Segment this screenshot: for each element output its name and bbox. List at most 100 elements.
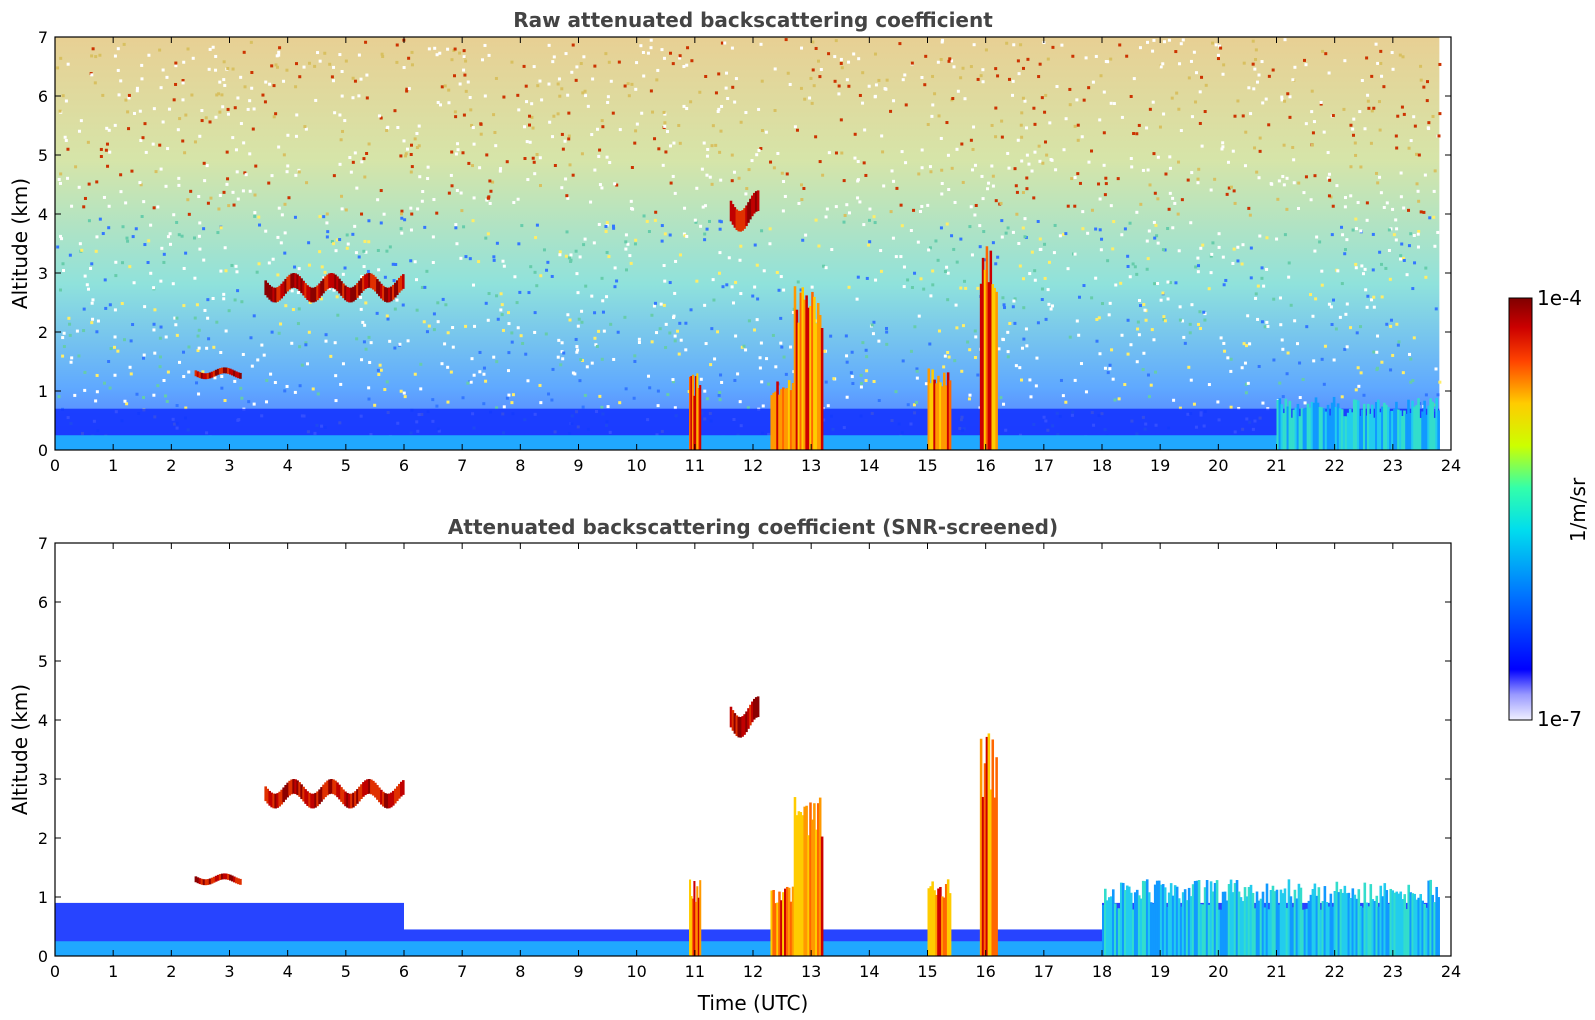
noise-speckle [1014, 184, 1018, 188]
noise-speckle [1013, 167, 1017, 171]
noise-speckle [116, 68, 120, 72]
noise-speckle [1025, 187, 1029, 191]
noise-speckle [613, 266, 617, 270]
noise-speckle [226, 112, 230, 116]
noise-speckle [522, 64, 526, 68]
cloud-layer-cell [296, 274, 299, 290]
noise-speckle [472, 373, 476, 377]
noise-speckle [634, 129, 638, 133]
noise-speckle [612, 357, 616, 361]
noise-speckle [718, 150, 722, 154]
noise-speckle [500, 303, 504, 307]
noise-speckle [556, 355, 560, 359]
noise-speckle [507, 393, 511, 397]
noise-speckle [582, 55, 586, 59]
noise-speckle [1363, 267, 1367, 271]
noise-speckle [399, 154, 403, 158]
boundary-layer-aerosol-cell [1367, 906, 1371, 956]
noise-speckle [222, 292, 226, 296]
noise-speckle [1095, 317, 1099, 321]
noise-speckle [498, 169, 502, 173]
noise-speckle [494, 76, 498, 80]
cloud-layer-cell [729, 200, 733, 222]
noise-speckle [431, 235, 435, 239]
noise-speckle [377, 268, 381, 272]
x-tick-label: 20 [1208, 962, 1228, 981]
noise-speckle [1379, 61, 1383, 65]
noise-speckle [1369, 141, 1373, 145]
noise-speckle [388, 339, 392, 343]
noise-speckle [232, 203, 236, 207]
noise-speckle [319, 297, 323, 301]
boundary-layer-aerosol-cell [1389, 888, 1393, 956]
boundary-layer-aerosol-cell [1211, 891, 1215, 956]
noise-speckle [1194, 100, 1198, 104]
noise-speckle [703, 303, 707, 307]
noise-speckle [1176, 212, 1180, 216]
cloud-layer-cell [402, 274, 405, 289]
noise-speckle [469, 108, 473, 112]
noise-speckle [1375, 171, 1379, 175]
noise-speckle [900, 150, 904, 154]
cloud-layer-cell [308, 286, 311, 302]
noise-speckle [1113, 398, 1117, 402]
noise-speckle [560, 186, 564, 190]
noise-speckle [1007, 77, 1011, 81]
noise-speckle [980, 174, 984, 178]
noise-speckle [795, 128, 799, 132]
noise-speckle [1402, 258, 1406, 262]
noise-speckle [927, 248, 931, 252]
noise-speckle [1314, 297, 1318, 301]
noise-speckle [1320, 357, 1324, 361]
cloud-layer-cell [378, 787, 381, 803]
noise-speckle [1352, 117, 1356, 121]
noise-speckle [79, 119, 83, 123]
noise-speckle [799, 288, 803, 292]
noise-speckle [590, 133, 594, 137]
noise-speckle [898, 42, 902, 46]
boundary-layer-aerosol-cell [1383, 402, 1386, 450]
boundary-layer-aerosol-cell [1429, 398, 1432, 450]
noise-speckle [87, 182, 91, 186]
noise-speckle [67, 316, 71, 320]
noise-speckle [184, 113, 188, 117]
convective-column-cell [931, 369, 934, 450]
noise-speckle [1109, 101, 1113, 105]
x-tick-label: 1 [108, 456, 118, 475]
boundary-layer-aerosol-cell [1322, 408, 1326, 450]
noise-speckle [418, 175, 422, 179]
noise-speckle [121, 225, 125, 229]
noise-speckle [267, 261, 271, 265]
noise-speckle [1129, 343, 1133, 347]
convective-column-cell [689, 879, 692, 956]
boundary-layer-aerosol-cell [1405, 909, 1409, 956]
noise-speckle [1260, 320, 1264, 324]
noise-speckle [285, 68, 289, 72]
noise-speckle [502, 95, 506, 99]
noise-speckle [1216, 400, 1220, 404]
boundary-layer-aerosol-cell [1350, 412, 1354, 450]
noise-speckle [769, 160, 773, 164]
convective-column-cell [995, 291, 998, 450]
noise-speckle [1094, 54, 1098, 58]
noise-speckle [531, 156, 535, 160]
noise-speckle [915, 367, 919, 371]
noise-speckle [395, 43, 399, 47]
noise-speckle [257, 215, 261, 219]
noise-speckle [158, 143, 162, 147]
noise-speckle [1179, 42, 1183, 46]
noise-speckle [85, 283, 89, 287]
noise-speckle [671, 378, 675, 382]
noise-speckle [701, 205, 705, 209]
noise-speckle [783, 194, 787, 198]
boundary-layer-aerosol-cell [1385, 404, 1388, 450]
noise-speckle [432, 328, 436, 332]
noise-speckle [718, 398, 722, 402]
noise-speckle [505, 160, 509, 164]
convective-column-cell [946, 372, 950, 450]
convective-column-cell [697, 387, 700, 450]
noise-speckle [1253, 67, 1257, 71]
noise-speckle [894, 390, 898, 394]
noise-speckle [1303, 401, 1307, 405]
noise-speckle [1043, 276, 1047, 280]
